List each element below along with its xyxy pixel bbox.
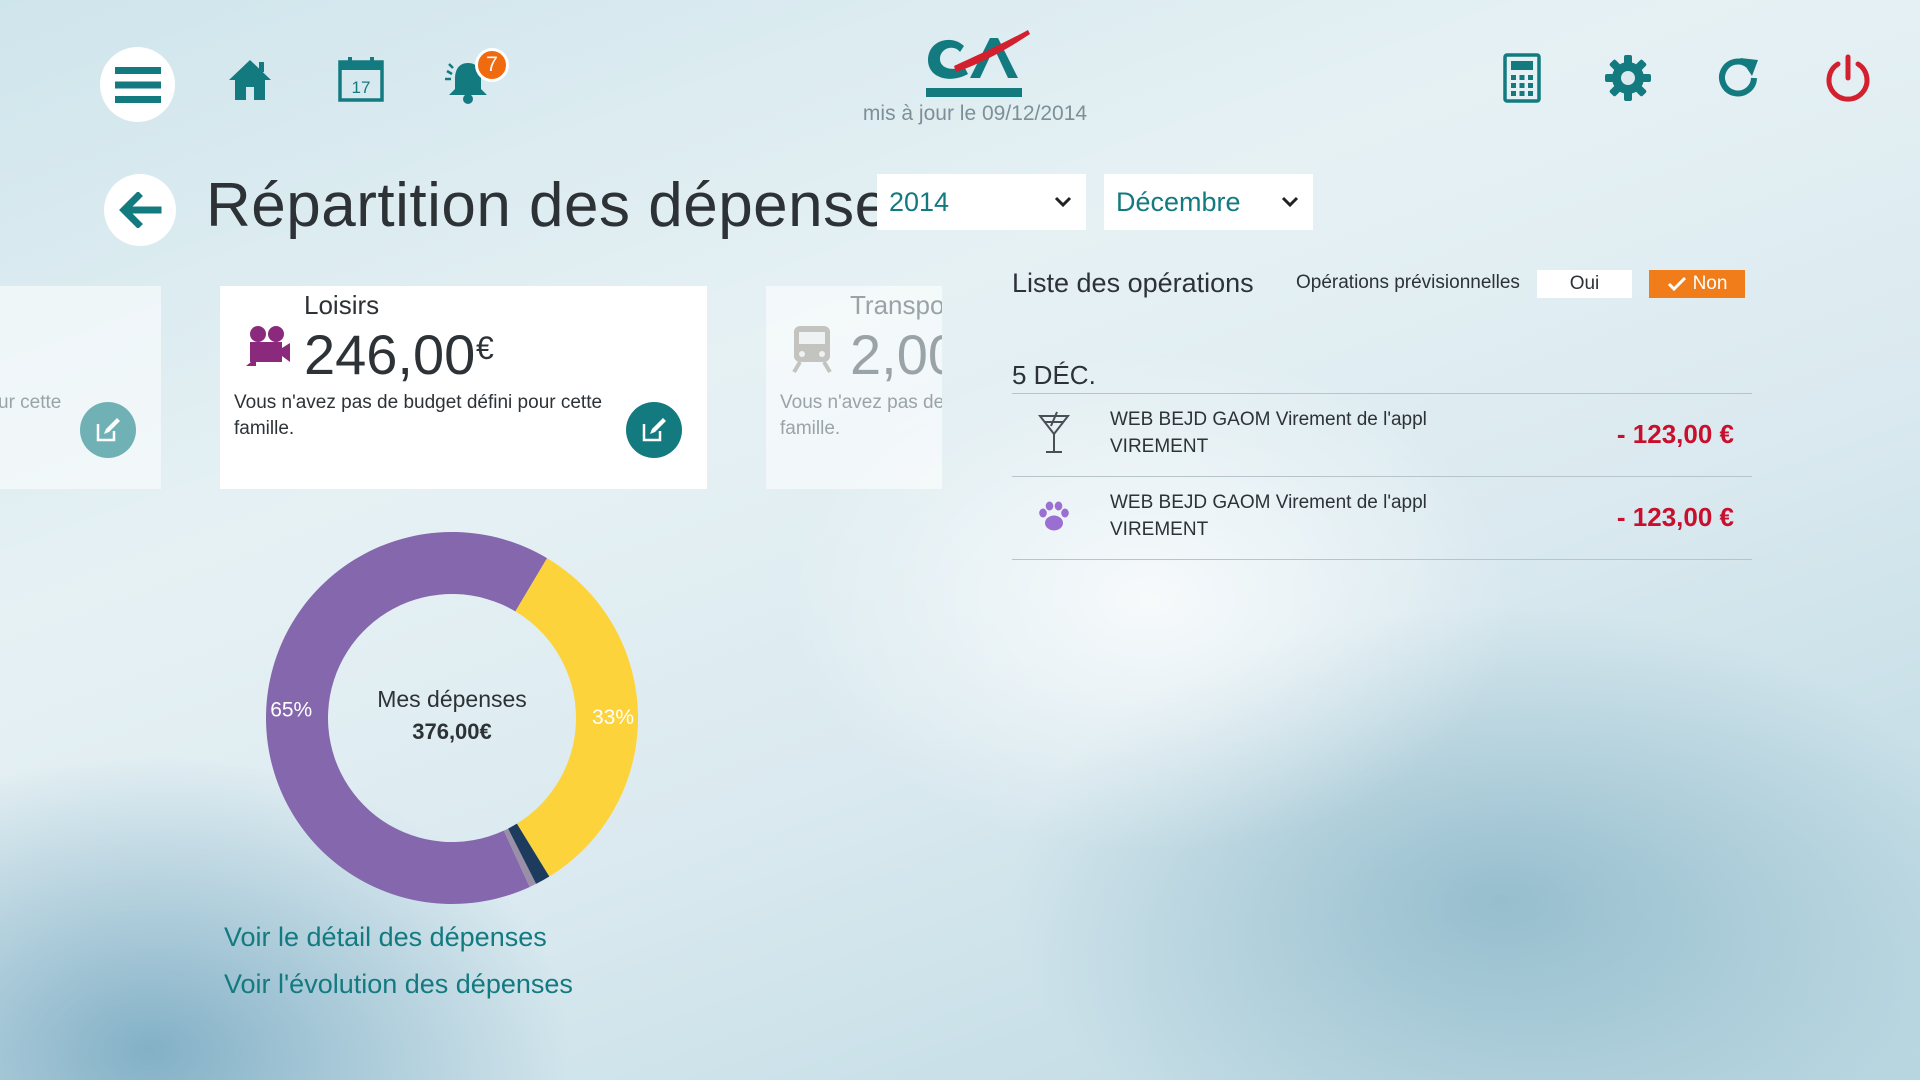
operation-row[interactable]: WEB BEJD GAOM Virement de l'appl VIREMEN… — [1012, 477, 1752, 559]
train-icon — [790, 324, 834, 374]
donut-slice — [503, 828, 537, 887]
category-card-transport[interactable]: Transpo 2,00 Vous n'avez pas de famille. — [766, 286, 942, 489]
divider — [1012, 393, 1752, 394]
logout-button[interactable] — [1822, 52, 1874, 104]
home-icon — [229, 60, 271, 100]
power-icon — [1826, 54, 1870, 102]
forecast-operations-label: Opérations prévisionnelles — [1296, 272, 1520, 293]
expenses-evolution-link[interactable]: Voir l'évolution des dépenses — [224, 969, 573, 999]
toggle-label: Non — [1692, 273, 1728, 294]
operation-amount: - 123,00 € — [1616, 502, 1734, 532]
month-select-value: Décembre — [1116, 186, 1241, 217]
calendar-button[interactable]: 17 — [336, 54, 386, 104]
arrow-left-icon — [119, 192, 162, 228]
svg-text:17: 17 — [352, 78, 371, 97]
operations-date-header: 5 DÉC. — [1012, 360, 1096, 390]
donut-slice — [515, 558, 638, 877]
operation-label: WEB BEJD GAOM Virement de l'appl — [1110, 409, 1427, 430]
cocktail-icon — [1032, 408, 1076, 458]
operation-type: VIREMENT — [1110, 436, 1209, 457]
refresh-icon — [1719, 58, 1758, 97]
donut-slice-label: 33% — [592, 706, 634, 729]
category-amount: 2,00 — [850, 323, 942, 386]
chevron-down-icon — [1054, 196, 1072, 208]
edit-budget-button[interactable] — [80, 402, 136, 458]
calculator-icon — [1503, 53, 1541, 103]
operation-label: WEB BEJD GAOM Virement de l'appl — [1110, 492, 1427, 513]
edit-icon — [642, 418, 666, 442]
forecast-yes-toggle[interactable]: Oui — [1537, 270, 1632, 298]
year-select[interactable]: 2014 — [877, 174, 1086, 230]
bank-logo — [924, 26, 1030, 100]
chevron-down-icon — [1281, 196, 1299, 208]
page-title: Répartition des dépenses — [206, 171, 922, 240]
operation-amount: - 123,00 € — [1616, 419, 1734, 449]
last-updated-text: mis à jour le 09/12/2014 — [862, 102, 1088, 125]
category-name: Loisirs — [304, 290, 380, 320]
hamburger-icon — [114, 66, 161, 103]
donut-slice-label: 65% — [270, 699, 312, 722]
divider — [1012, 476, 1752, 477]
card-description: Vous n'avez pas de famille. — [780, 392, 942, 439]
operation-type: VIREMENT — [1110, 519, 1209, 540]
divider — [1012, 559, 1752, 560]
year-select-value: 2014 — [889, 186, 950, 217]
calendar-icon: 17 — [338, 57, 384, 102]
refresh-button[interactable] — [1713, 53, 1763, 103]
edit-budget-button[interactable] — [626, 402, 682, 458]
expenses-detail-link[interactable]: Voir le détail des dépenses — [224, 922, 547, 952]
home-button[interactable] — [225, 55, 275, 105]
menu-button[interactable] — [100, 47, 175, 122]
expenses-donut-chart: 65% 33% — [265, 532, 638, 904]
donut-center: Mes dépenses 376,00€ — [330, 686, 574, 745]
operation-description: WEB BEJD GAOM Virement de l'appl VIREMEN… — [1110, 489, 1427, 543]
category-name: Transpo — [850, 290, 942, 320]
category-card-loisirs[interactable]: Loisirs 246,00 € Vous n'avez pas de budg… — [220, 286, 707, 489]
category-amount: 246,00 — [304, 323, 476, 386]
edit-icon — [96, 418, 120, 442]
donut-slice — [265, 532, 548, 904]
operations-title: Liste des opérations — [1012, 268, 1254, 298]
toggle-label: Oui — [1569, 273, 1600, 294]
forecast-no-toggle[interactable]: Non — [1649, 270, 1745, 298]
movie-camera-icon — [244, 322, 292, 370]
category-card-previous[interactable]: ur cette — [0, 286, 161, 489]
donut-center-label: Mes dépenses — [377, 686, 527, 712]
donut-slice — [508, 823, 550, 884]
card-description: Vous n'avez pas de budget défini pour ce… — [234, 392, 603, 439]
credit-agricole-logo-icon — [926, 30, 1030, 97]
settings-button[interactable] — [1603, 53, 1653, 103]
operation-row[interactable]: WEB BEJD GAOM Virement de l'appl VIREMEN… — [1012, 394, 1752, 476]
checkmark-icon — [1667, 276, 1686, 292]
notification-badge: 7 — [475, 48, 509, 82]
operation-description: WEB BEJD GAOM Virement de l'appl VIREMEN… — [1110, 406, 1427, 460]
currency-symbol: € — [476, 330, 494, 366]
paw-icon — [1032, 491, 1076, 541]
month-select[interactable]: Décembre — [1104, 174, 1313, 230]
back-button[interactable] — [104, 174, 176, 246]
donut-center-total: 376,00€ — [412, 719, 492, 744]
card-description: ur cette — [0, 392, 62, 413]
calculator-button[interactable] — [1500, 52, 1544, 104]
gear-icon — [1605, 55, 1651, 101]
